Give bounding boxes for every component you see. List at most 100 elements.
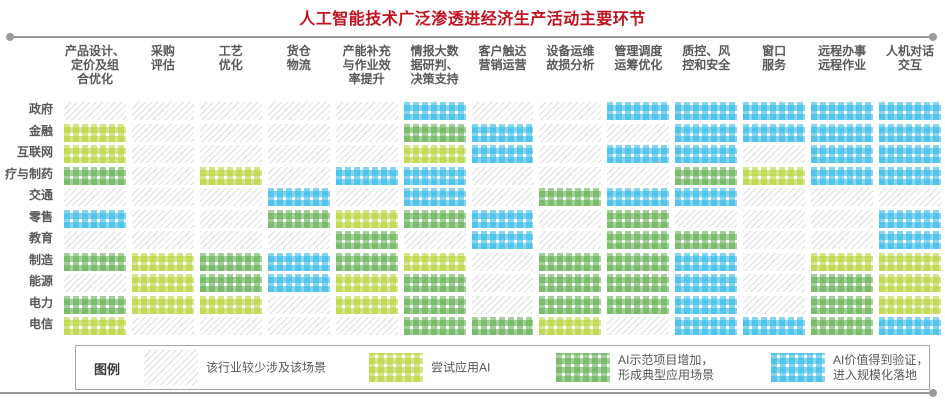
matrix-cell — [607, 274, 670, 292]
matrix-cell — [267, 145, 330, 163]
matrix-cell — [131, 231, 194, 249]
matrix-cell — [64, 188, 126, 206]
matrix-cell — [199, 295, 262, 314]
matrix-cell — [743, 166, 806, 185]
matrix-cell — [403, 252, 466, 271]
matrix-cell — [403, 295, 466, 314]
matrix-cell — [811, 209, 874, 228]
matrix-cell — [471, 274, 534, 292]
matrix-cell — [471, 188, 534, 206]
row-label-教育: 教育 — [28, 231, 53, 245]
matrix-cell — [811, 123, 874, 142]
matrix-cell — [675, 231, 738, 249]
matrix-cell — [335, 317, 398, 335]
matrix-cell — [335, 274, 398, 292]
matrix-cell — [471, 166, 534, 185]
row-label-制造: 制造 — [28, 252, 53, 267]
matrix-cell — [403, 102, 466, 120]
matrix-cell — [607, 188, 670, 206]
page-title: 人工智能技术广泛渗透进经济生产活动主要环节 — [299, 11, 646, 28]
matrix-cell — [199, 209, 262, 228]
matrix-cell — [267, 317, 330, 335]
matrix-cell — [335, 231, 398, 249]
matrix-cell — [199, 188, 262, 206]
matrix-cell — [743, 317, 806, 335]
matrix-cell — [879, 188, 941, 206]
legend-label-demo: AI示范项目增加，形成典型应用场景 — [618, 352, 715, 382]
legend-swatch-try — [369, 353, 423, 382]
matrix-cell — [743, 209, 806, 228]
matrix-cell — [879, 295, 941, 314]
column-header-13: 人机对话 交互 — [886, 44, 935, 72]
matrix-cell — [131, 252, 194, 271]
legend-label-scale: AI价值得到验证，进入规模化落地 — [833, 352, 929, 382]
matrix-cell — [607, 166, 670, 185]
matrix-cell — [879, 274, 941, 292]
matrix-cell — [267, 252, 330, 271]
matrix-cell — [539, 188, 602, 206]
matrix-cell — [743, 252, 806, 271]
matrix-cell — [607, 231, 670, 249]
matrix-cell — [267, 274, 330, 292]
column-header-8: 设备运维 故损分析 — [546, 44, 595, 72]
matrix-cell — [811, 295, 874, 314]
matrix-cell — [199, 166, 262, 185]
row-label-电信: 电信 — [28, 317, 53, 331]
matrix-cell — [471, 317, 534, 335]
legend-title: 图例 — [94, 362, 121, 377]
matrix-cell — [131, 145, 194, 163]
matrix-cell — [607, 145, 670, 163]
matrix-cell — [471, 231, 534, 249]
matrix-cell — [403, 231, 466, 249]
top-divider — [6, 33, 937, 41]
column-header-4: 货仓 物流 — [286, 44, 311, 72]
matrix-cell — [879, 123, 941, 142]
matrix-cell — [675, 295, 738, 314]
matrix-cell — [335, 295, 398, 314]
column-header-7: 客户触达 营销运营 — [478, 44, 527, 72]
matrix-cell — [675, 123, 738, 142]
matrix-cell — [811, 145, 874, 163]
matrix-cell — [131, 274, 194, 292]
matrix-cell — [879, 252, 941, 271]
row-label-能源: 能源 — [28, 274, 53, 288]
matrix-cell — [471, 145, 534, 163]
matrix-cell — [675, 188, 738, 206]
matrix-cell — [199, 231, 262, 249]
matrix-cell — [403, 123, 466, 142]
matrix-cell — [743, 145, 806, 163]
row-label-疗与制药: 疗与制药 — [4, 166, 53, 181]
matrix-cell — [743, 295, 806, 314]
matrix-cell — [743, 102, 806, 120]
matrix-cell — [471, 295, 534, 314]
matrix-cell — [539, 123, 602, 142]
matrix-cell — [743, 123, 806, 142]
matrix-cell — [539, 274, 602, 292]
matrix-cell — [267, 102, 330, 120]
matrix-cell — [64, 145, 126, 163]
matrix-cell — [267, 123, 330, 142]
matrix-cell — [335, 252, 398, 271]
matrix-cell — [199, 145, 262, 163]
matrix-cell — [539, 295, 602, 314]
grid-corner — [0, 42, 58, 100]
matrix-cell — [131, 295, 194, 314]
legend-swatch-scale — [771, 353, 825, 382]
matrix-cell — [811, 252, 874, 271]
matrix-cell — [64, 123, 126, 142]
matrix-cell — [607, 252, 670, 271]
matrix-cell — [539, 145, 602, 163]
matrix-cell — [743, 231, 806, 249]
matrix-cell — [471, 209, 534, 228]
matrix-cell — [539, 166, 602, 185]
matrix-cell — [607, 102, 670, 120]
matrix-cell — [811, 188, 874, 206]
matrix-cell — [64, 231, 126, 249]
column-header-3: 工艺 优化 — [218, 44, 243, 72]
matrix-cell — [267, 295, 330, 314]
matrix-cell — [607, 123, 670, 142]
matrix-cell — [64, 274, 126, 292]
row-label-金融: 金融 — [28, 123, 53, 138]
matrix-cell — [879, 231, 941, 249]
